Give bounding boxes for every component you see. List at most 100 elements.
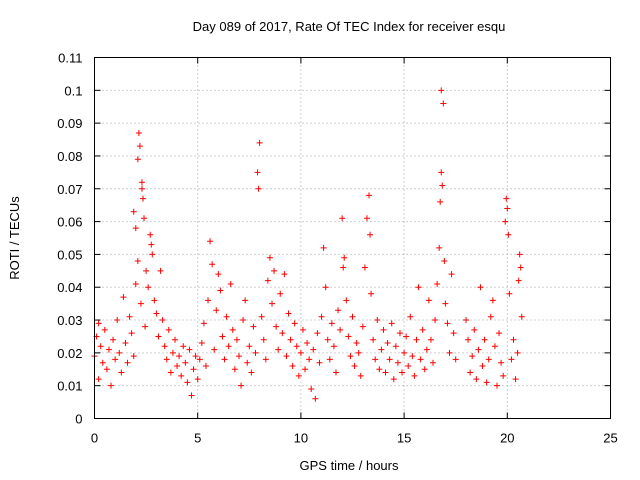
data-point-marker: [330, 343, 337, 350]
data-point-marker: [277, 290, 284, 297]
data-point-marker: [231, 366, 238, 373]
data-point-marker: [134, 156, 141, 163]
data-point-marker: [491, 343, 498, 350]
data-point-marker: [518, 313, 525, 320]
data-point-marker: [138, 179, 145, 186]
data-point-marker: [254, 169, 261, 176]
data-point-marker: [361, 264, 368, 271]
data-point-marker: [202, 362, 209, 369]
data-point-marker: [246, 343, 253, 350]
data-point-marker: [368, 290, 375, 297]
x-tick-label: 5: [194, 431, 201, 446]
data-point-marker: [95, 376, 102, 383]
data-point-marker: [213, 307, 220, 314]
data-point-marker: [374, 317, 381, 324]
data-point-marker: [275, 346, 282, 353]
data-point-marker: [425, 297, 432, 304]
data-point-marker: [120, 294, 127, 301]
data-point-marker: [207, 238, 214, 245]
data-point-marker: [103, 366, 110, 373]
data-point-marker: [396, 330, 403, 337]
data-point-marker: [503, 195, 510, 202]
data-point-marker: [291, 320, 298, 327]
data-point-marker: [343, 297, 350, 304]
data-point-marker: [446, 349, 453, 356]
data-point-marker: [409, 353, 416, 360]
data-point-marker: [438, 169, 445, 176]
data-point-marker: [439, 182, 446, 189]
data-point-marker: [504, 205, 511, 212]
data-point-marker: [255, 185, 262, 192]
data-point-marker: [444, 320, 451, 327]
data-point-marker: [262, 356, 269, 363]
data-point-marker: [155, 333, 162, 340]
data-point-marker: [209, 261, 216, 268]
x-axis-ticks: 0 5 10 15 20 25: [91, 57, 618, 446]
x-tick-label: 20: [500, 431, 514, 446]
data-point-marker: [248, 369, 255, 376]
data-point-marker: [240, 317, 247, 324]
data-point-marker: [141, 215, 148, 222]
data-point-marker: [388, 320, 395, 327]
data-point-marker: [487, 313, 494, 320]
x-tick-label: 0: [91, 431, 98, 446]
data-point-marker: [211, 346, 218, 353]
data-point-marker: [157, 267, 164, 274]
data-point-marker: [176, 353, 183, 360]
data-point-marker: [326, 356, 333, 363]
data-point-marker: [512, 376, 519, 383]
data-point-marker: [351, 362, 358, 369]
data-point-marker: [452, 356, 459, 363]
data-point-marker: [496, 330, 503, 337]
y-tick-label: 0.06: [57, 215, 82, 230]
data-point-marker: [163, 356, 170, 363]
data-point-marker: [264, 277, 271, 284]
data-point-marker: [349, 313, 356, 320]
data-point-marker: [159, 317, 166, 324]
data-point-marker: [116, 349, 123, 356]
y-tick-label: 0.02: [57, 346, 82, 361]
data-point-marker: [221, 356, 228, 363]
data-point-marker: [138, 185, 145, 192]
data-point-marker: [442, 300, 449, 307]
data-point-marker: [97, 343, 104, 350]
data-point-marker: [256, 139, 263, 146]
data-point-marker: [514, 349, 521, 356]
data-point-marker: [436, 244, 443, 251]
data-point-marker: [423, 346, 430, 353]
data-point-marker: [244, 359, 251, 366]
y-tick-label: 0: [75, 412, 82, 427]
data-point-marker: [299, 326, 306, 333]
data-point-marker: [370, 336, 377, 343]
data-point-marker: [137, 300, 144, 307]
data-point-marker: [340, 264, 347, 271]
data-point-marker: [312, 395, 319, 402]
data-point-marker: [174, 362, 181, 369]
data-point-marker: [372, 356, 379, 363]
data-point-marker: [95, 320, 102, 327]
data-point-marker: [493, 382, 500, 389]
data-point-marker: [198, 340, 205, 347]
data-point-marker: [132, 280, 139, 287]
data-point-marker: [184, 379, 191, 386]
x-tick-label: 10: [294, 431, 308, 446]
data-point-marker: [505, 231, 512, 238]
data-point-marker: [194, 376, 201, 383]
data-point-marker: [289, 362, 296, 369]
data-point-marker: [432, 317, 439, 324]
data-point-marker: [140, 195, 147, 202]
data-point-marker: [335, 307, 342, 314]
data-point-marker: [366, 192, 373, 199]
data-point-marker: [441, 257, 448, 264]
data-point-marker: [469, 353, 476, 360]
x-tick-label: 25: [603, 431, 617, 446]
data-point-marker: [273, 323, 280, 330]
data-point-marker: [417, 356, 424, 363]
data-point-marker: [328, 320, 335, 327]
data-point-marker: [378, 346, 385, 353]
data-point-marker: [382, 369, 389, 376]
data-point-marker: [485, 356, 492, 363]
data-point-marker: [390, 376, 397, 383]
data-point-marker: [489, 297, 496, 304]
x-tick-label: 15: [397, 431, 411, 446]
